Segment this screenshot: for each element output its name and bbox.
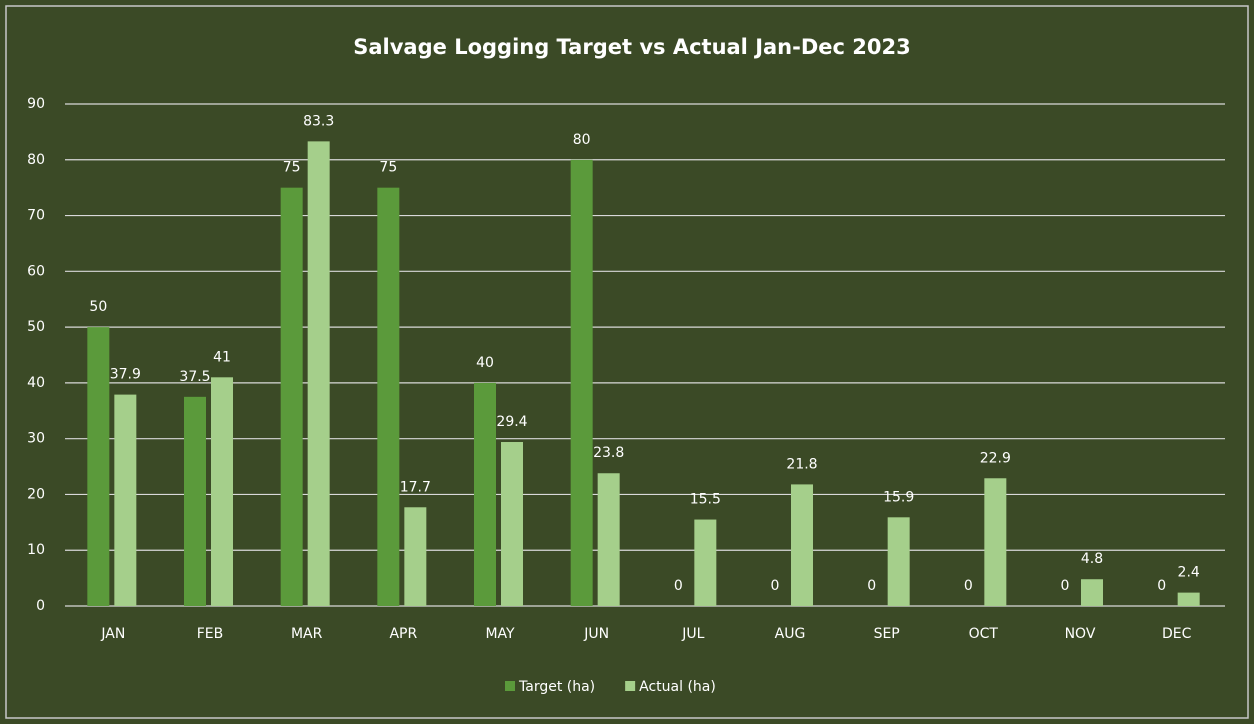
data-label: 0 [771,578,780,594]
bar [280,187,303,606]
bar [184,396,206,606]
data-label: 75 [283,160,301,176]
data-label: 0 [674,578,683,594]
bar [984,478,1007,606]
y-tick-label: 50 [27,319,45,335]
y-tick-label: 80 [27,152,45,168]
data-label: 15.5 [690,492,721,508]
legend-swatch [625,681,636,691]
x-tick-label: FEB [197,626,224,642]
data-label: 83.3 [303,113,334,129]
data-label: 0 [1061,578,1070,594]
bar [570,159,593,606]
legend-label: Target (ha) [518,679,595,695]
data-label: 4.8 [1081,551,1103,567]
x-tick-label: SEP [874,626,900,642]
x-tick-label: MAR [291,626,323,642]
x-tick-label: NOV [1065,626,1096,642]
bar [211,377,233,606]
bar [307,141,330,607]
data-label: 0 [867,578,876,594]
data-label: 17.7 [400,479,431,495]
data-label: 0 [1157,578,1166,594]
bar [87,327,110,606]
data-label: 22.9 [980,450,1011,466]
y-tick-label: 20 [27,486,45,502]
chart-title: Salvage Logging Target vs Actual Jan-Dec… [353,35,910,59]
data-label: 40 [476,355,494,371]
bar [1177,592,1200,606]
y-tick-label: 70 [27,208,45,224]
bar [404,507,427,606]
y-tick-label: 10 [27,542,45,558]
data-label: 37.9 [110,367,141,383]
bar [1081,579,1103,606]
y-tick-label: 30 [27,431,45,447]
x-tick-label: DEC [1162,626,1192,642]
x-tick-label: JUL [681,626,704,642]
x-tick-label: OCT [969,626,999,642]
data-label: 15.9 [883,489,914,505]
data-label: 37.5 [179,369,210,385]
data-label: 75 [379,160,397,176]
data-label: 41 [213,349,231,365]
x-tick-label: MAY [485,626,515,642]
x-tick-label: JAN [100,626,125,642]
y-tick-label: 60 [27,263,45,279]
data-label: 50 [89,299,107,315]
data-label: 80 [573,132,591,148]
bar [694,519,717,606]
bar [501,442,523,606]
bar [597,473,620,606]
bar [791,484,813,606]
data-label: 23.8 [593,445,624,461]
data-label: 29.4 [496,414,527,430]
y-tick-label: 40 [27,375,45,391]
y-tick-label: 90 [27,96,45,112]
y-tick-label: 0 [36,598,45,614]
data-label: 0 [964,578,973,594]
data-label: 2.4 [1178,565,1200,581]
bar [887,517,910,606]
bar [114,394,137,606]
x-tick-label: APR [389,626,417,642]
legend-label: Actual (ha) [639,679,716,695]
x-tick-label: AUG [775,626,806,642]
bar [474,382,496,606]
x-tick-label: JUN [583,626,609,642]
chart-frame [5,5,1249,719]
legend-swatch [505,681,515,691]
bar [377,187,400,606]
data-label: 21.8 [786,456,817,472]
